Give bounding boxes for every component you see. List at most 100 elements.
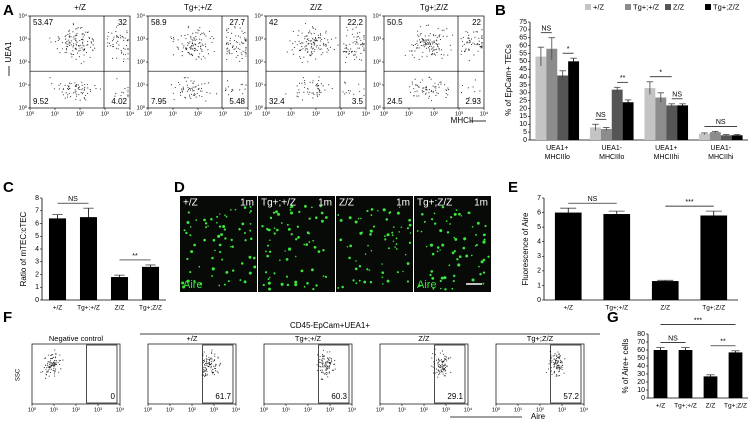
dot — [467, 87, 469, 89]
dot — [305, 48, 307, 50]
dot — [411, 44, 413, 46]
dot — [442, 371, 444, 373]
aire-spot — [406, 262, 410, 265]
dot — [227, 42, 229, 44]
dot — [216, 371, 218, 373]
dot — [203, 367, 205, 369]
x-tick-label: +/Z — [53, 305, 63, 312]
y-tick-label: 10² — [19, 59, 27, 65]
dot — [447, 87, 449, 89]
x-tick-label: 10¹ — [398, 407, 406, 413]
dot — [182, 87, 184, 89]
y-tick-label: 80 — [637, 331, 645, 338]
dot — [68, 85, 70, 88]
aire-spot — [337, 286, 340, 289]
dot — [440, 369, 442, 371]
dot — [226, 58, 228, 61]
x-tick-label: 10¹ — [166, 407, 174, 413]
dot — [181, 55, 183, 57]
dot — [81, 93, 83, 95]
dot — [323, 355, 326, 357]
dot — [436, 40, 438, 42]
dot — [554, 361, 556, 363]
dot — [325, 367, 327, 369]
dot — [195, 85, 197, 87]
dot — [181, 90, 183, 92]
y-tick-label: 20 — [519, 105, 527, 112]
dot — [437, 92, 439, 94]
dot — [362, 43, 364, 45]
dot — [344, 50, 346, 53]
aire-spot — [294, 283, 298, 287]
x-tick-label: 10⁴ — [480, 110, 489, 117]
dot — [423, 41, 425, 43]
y-tick-label: 6 — [35, 220, 39, 227]
aire-spot — [456, 258, 459, 261]
dot — [464, 49, 466, 51]
aire-spot — [429, 243, 434, 247]
aire-spot — [212, 238, 216, 242]
aire-spot — [268, 287, 272, 291]
x-axis-label: MHCII — [451, 116, 474, 125]
dot — [322, 52, 324, 54]
x-tick-label: Tg+;Z/Z — [139, 305, 162, 312]
aire-spot — [243, 206, 247, 209]
dot — [123, 61, 125, 63]
dot — [192, 82, 194, 84]
aire-spot — [303, 285, 306, 288]
dot — [227, 47, 229, 49]
aire-spot — [404, 254, 407, 256]
dot — [358, 47, 361, 49]
dot — [76, 41, 78, 43]
dot — [330, 38, 333, 40]
dot — [467, 48, 470, 50]
dot — [68, 82, 71, 84]
aire-spot — [463, 237, 467, 241]
dot — [564, 358, 566, 360]
dot — [355, 26, 357, 28]
dot — [306, 35, 308, 37]
y-tick-label: 10⁴ — [255, 12, 264, 19]
dot — [316, 94, 318, 96]
dot — [320, 83, 323, 85]
x-tick-label: 10³ — [326, 407, 334, 413]
x-tick-label: UEA1- — [710, 145, 731, 152]
x-tick-label: Tg+;Z/Z — [702, 305, 725, 312]
dot — [558, 360, 560, 362]
dot — [190, 93, 193, 95]
dot — [363, 36, 365, 38]
gate — [434, 344, 466, 404]
dot — [58, 84, 60, 86]
dot — [191, 38, 193, 40]
x-tick-label: 10³ — [455, 111, 463, 117]
dot — [209, 360, 211, 362]
panel-letter: F — [3, 309, 12, 326]
dot — [213, 374, 215, 376]
quadrant-value: 3.5 — [352, 97, 364, 106]
dot — [211, 371, 213, 373]
aire-spot — [225, 270, 229, 274]
aire-spot — [182, 285, 186, 289]
dot — [461, 40, 464, 42]
x-tick-label: Z/Z — [115, 305, 125, 312]
dot — [344, 81, 346, 83]
dot — [445, 89, 447, 91]
aire-spot — [391, 234, 394, 237]
gate — [550, 344, 582, 404]
dot — [299, 57, 302, 59]
aire-spot — [402, 270, 404, 273]
dot — [558, 364, 560, 366]
dot — [82, 44, 84, 46]
dot — [191, 44, 193, 47]
dot — [205, 372, 207, 375]
dot — [415, 84, 417, 86]
aire-spot — [453, 250, 456, 253]
aire-spot — [430, 270, 434, 273]
aire-spot — [431, 276, 435, 280]
dot — [187, 77, 189, 79]
dot — [225, 89, 227, 91]
aire-spot — [453, 212, 457, 216]
dot — [192, 90, 194, 92]
dot — [304, 38, 306, 40]
dot — [216, 93, 218, 95]
